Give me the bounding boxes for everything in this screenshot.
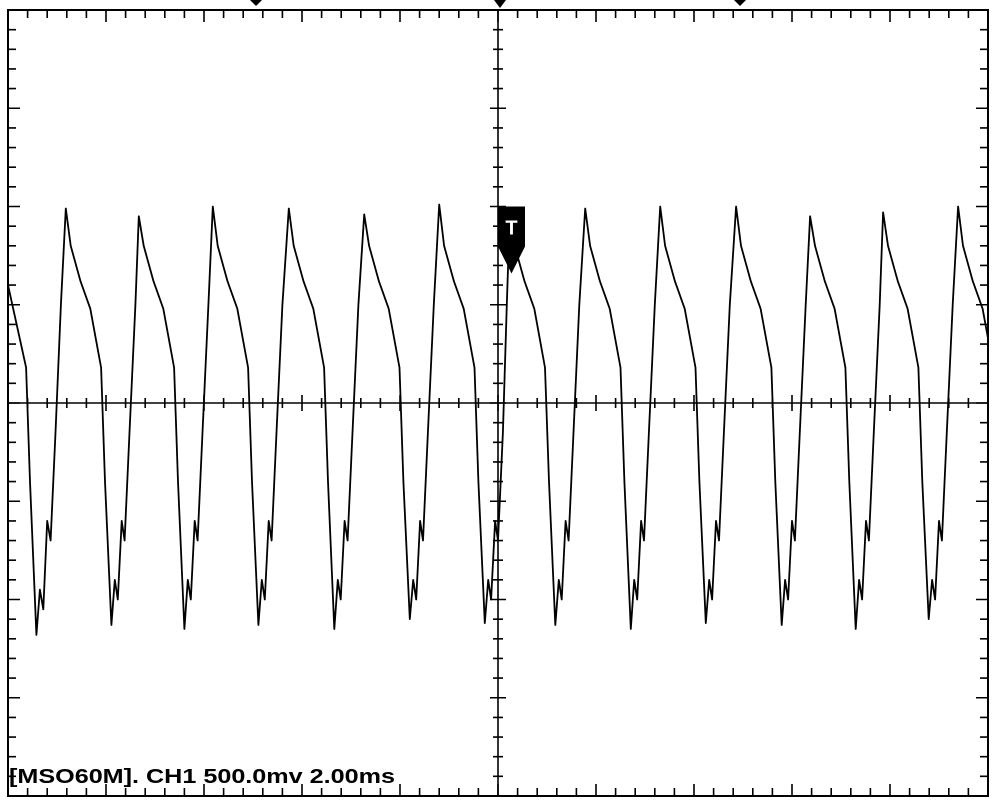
trigger-label: T bbox=[505, 218, 517, 240]
waveform-trace bbox=[7, 203, 989, 636]
top-markers bbox=[250, 0, 746, 8]
trigger-marker bbox=[498, 206, 525, 274]
channel-caption: [MSO60M]. CH1 500.0mv 2.00ms bbox=[9, 766, 395, 788]
